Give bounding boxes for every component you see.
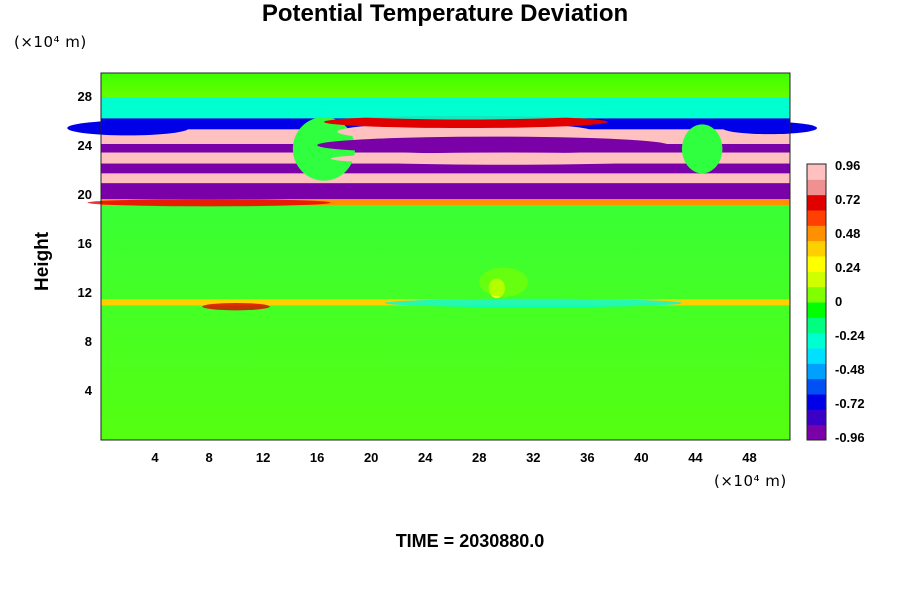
colorbar-tick-label: -0.48: [835, 362, 865, 377]
colorbar-tick-label: 0.24: [835, 260, 861, 275]
colorbar-swatch: [807, 332, 826, 349]
colorbar-swatch: [807, 378, 826, 395]
contour-streak: [384, 298, 682, 308]
y-axis-unit: (×10⁴ m): [14, 33, 87, 51]
x-tick-label: 28: [472, 450, 487, 465]
y-tick-label: 28: [77, 89, 92, 105]
colorbar-swatch: [807, 271, 826, 288]
colorbar-tick-label: 0.72: [835, 192, 861, 207]
contour-gap: [681, 124, 723, 174]
contour-lens: [330, 152, 682, 165]
colorbar-tick-label: -0.24: [835, 328, 865, 343]
y-tick-label: 12: [77, 285, 92, 301]
contour-band: [101, 199, 790, 206]
colorbar-swatch: [807, 194, 826, 211]
colorbar-swatch: [807, 286, 826, 303]
colorbar-swatch: [807, 317, 826, 334]
colorbar-swatch: [807, 210, 826, 226]
y-tick-label: 20: [77, 187, 92, 203]
colorbar-swatch: [807, 302, 826, 318]
x-tick-label: 36: [580, 450, 595, 465]
colorbar-swatch: [807, 164, 826, 180]
colorbar-swatch: [807, 424, 826, 441]
x-axis-unit: (×10⁴ m): [714, 472, 787, 490]
contour-streak: [202, 302, 270, 311]
y-tick-label: 24: [77, 138, 92, 154]
y-tick-label: 4: [84, 383, 92, 399]
x-tick-label: 16: [309, 450, 325, 465]
chart-title: Potential Temperature Deviation: [261, 0, 629, 27]
contour-band: [101, 163, 790, 174]
x-tick-label: 4: [151, 450, 159, 465]
x-tick-label: 48: [742, 450, 757, 465]
time-label: TIME = 2030880.0: [395, 531, 545, 551]
x-tick-label: 20: [363, 450, 379, 465]
x-tick-label: 32: [526, 450, 541, 465]
contour-streak: [87, 199, 331, 207]
contour-lens: [323, 115, 608, 129]
contour-band: [101, 173, 790, 184]
x-tick-label: 12: [255, 450, 271, 465]
x-tick-label: 40: [634, 450, 649, 465]
y-tick-label: 16: [77, 236, 92, 252]
colorbar-swatch: [807, 394, 826, 410]
plot-frame: [100, 72, 791, 441]
x-tick-label: 44: [688, 450, 703, 465]
colorbar-swatch: [807, 348, 826, 364]
colorbar-frame: [806, 163, 827, 441]
contour-spot: [479, 267, 528, 297]
colorbar-tick-label: -0.72: [835, 396, 865, 411]
x-tick-label: 24: [418, 450, 433, 465]
contour-lens: [722, 121, 818, 135]
colorbar-tick-label: -0.96: [835, 430, 865, 445]
colorbar-swatch: [807, 225, 826, 242]
colorbar-swatch: [807, 363, 826, 380]
y-tick-label: 8: [84, 334, 92, 350]
x-tick-label: 8: [205, 450, 213, 465]
colorbar-swatch: [807, 240, 826, 257]
contour-lens: [317, 136, 669, 154]
colorbar-tick-label: 0.96: [835, 158, 861, 173]
contour-lens: [67, 120, 189, 136]
colorbar-swatch: [807, 409, 826, 426]
contour-band: [101, 183, 790, 200]
colorbar-tick-label: 0.48: [835, 226, 861, 241]
colorbar-tick-label: 0: [835, 294, 843, 309]
colorbar-swatch: [807, 179, 826, 196]
contour-lens: [317, 104, 615, 120]
colorbar-swatch: [807, 256, 826, 272]
